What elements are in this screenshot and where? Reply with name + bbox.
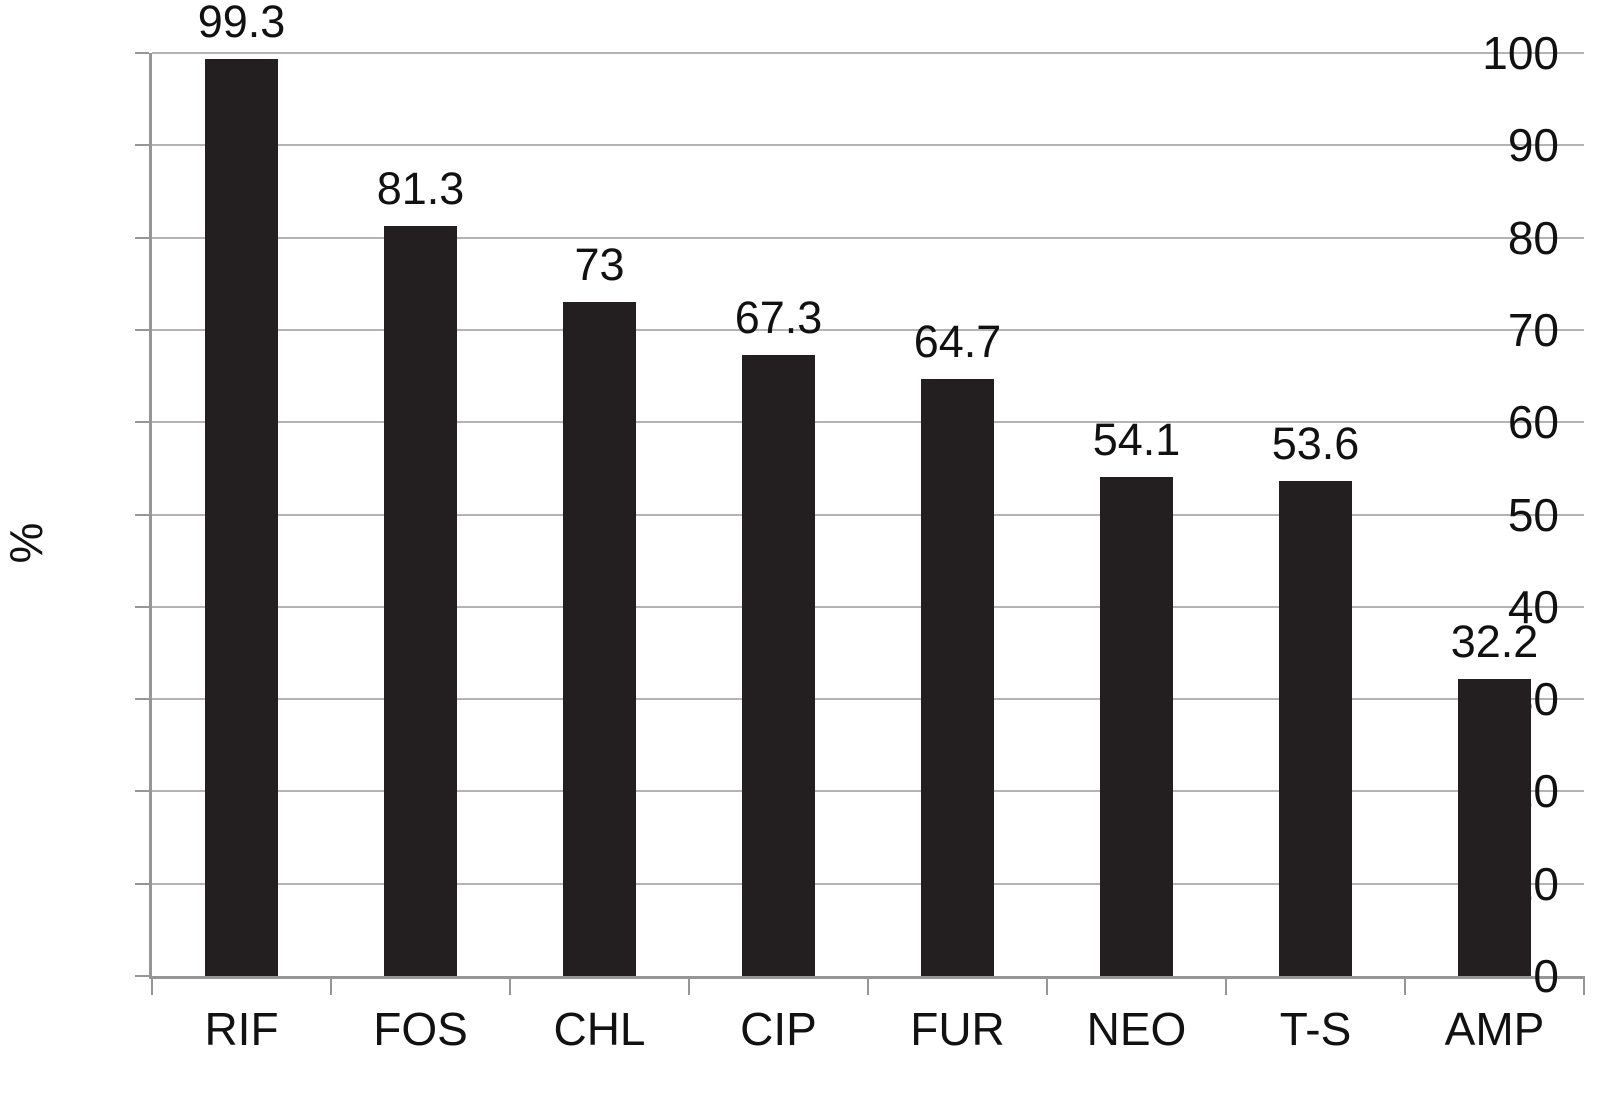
- x-axis-tick: [1583, 976, 1585, 995]
- bar-neo: [1100, 476, 1173, 976]
- x-axis-tick: [688, 976, 690, 995]
- bar-value-label: 54.1: [1092, 413, 1181, 465]
- gridline: [152, 513, 1584, 516]
- bar-value-label: 81.3: [376, 162, 465, 214]
- x-axis-tick: [1225, 976, 1227, 995]
- gridline: [152, 421, 1584, 424]
- y-axis-tick: [135, 882, 149, 885]
- y-axis-tick: [135, 605, 149, 608]
- bar-value-label: 53.6: [1271, 418, 1360, 470]
- bar-chl: [563, 302, 636, 976]
- y-axis-tick: [135, 236, 149, 239]
- gridline: [152, 698, 1584, 701]
- y-axis-tick: [135, 513, 149, 516]
- gridline: [152, 882, 1584, 885]
- bar-value-label: 99.3: [197, 0, 286, 48]
- x-axis-tick-label: NEO: [1086, 1003, 1187, 1055]
- y-axis-tick-label: 80: [1507, 211, 1559, 264]
- bar-cip: [742, 354, 815, 976]
- bar-rif: [205, 59, 278, 976]
- y-axis-tick-label: 0: [1533, 950, 1559, 1002]
- y-axis-tick: [135, 790, 149, 793]
- y-axis-tick: [135, 421, 149, 424]
- y-axis-tick: [135, 144, 149, 147]
- y-axis-tick-label: 70: [1507, 303, 1559, 356]
- x-axis-tick-label: FOS: [373, 1003, 468, 1055]
- x-axis-tick-label: CIP: [740, 1003, 817, 1055]
- y-axis-tick-label: 90: [1507, 119, 1559, 172]
- bar-value-label: 64.7: [913, 315, 1002, 367]
- x-axis-tick-label: AMP: [1444, 1003, 1545, 1055]
- x-axis-tick: [1046, 976, 1048, 995]
- gridline: [152, 328, 1584, 331]
- bar-value-label: 73: [574, 239, 625, 291]
- x-axis-tick: [509, 976, 511, 995]
- y-axis-tick: [135, 328, 149, 331]
- x-axis-tick: [867, 976, 869, 995]
- y-axis-tick-label: 50: [1507, 488, 1559, 541]
- y-axis-tick-label: 40: [1507, 580, 1559, 633]
- y-axis-title: %: [0, 522, 52, 564]
- x-axis-tick-label: RIF: [204, 1003, 279, 1055]
- y-axis-tick-label: 60: [1507, 396, 1559, 449]
- gridline: [152, 52, 1584, 54]
- gridline: [152, 144, 1584, 147]
- bar-t-s: [1279, 481, 1352, 976]
- x-axis-tick: [330, 976, 332, 995]
- bar-value-label: 32.2: [1450, 615, 1539, 667]
- plot-area: 0 10 20 30 40 50 60 70 80 90 100 99.3 RIF 81.3 FOS 73 CH…: [135, 0, 1585, 1054]
- x-axis-tick-label: CHL: [553, 1003, 646, 1055]
- x-axis-tick: [1404, 976, 1406, 995]
- bar-fos: [384, 225, 457, 976]
- bar-fur: [921, 378, 994, 976]
- bar-value-label: 67.3: [734, 291, 823, 343]
- y-axis-tick: [135, 52, 149, 54]
- gridline: [152, 790, 1584, 793]
- gridline: [152, 605, 1584, 608]
- x-axis-tick-label: T-S: [1279, 1003, 1352, 1055]
- gridline: [152, 236, 1584, 239]
- y-axis-tick: [135, 975, 149, 977]
- x-axis-tick: [151, 976, 153, 995]
- y-axis-tick-label: 100: [1482, 27, 1559, 79]
- bar-amp: [1458, 678, 1531, 976]
- x-axis-tick-label: FUR: [910, 1003, 1005, 1055]
- y-axis-tick: [135, 698, 149, 701]
